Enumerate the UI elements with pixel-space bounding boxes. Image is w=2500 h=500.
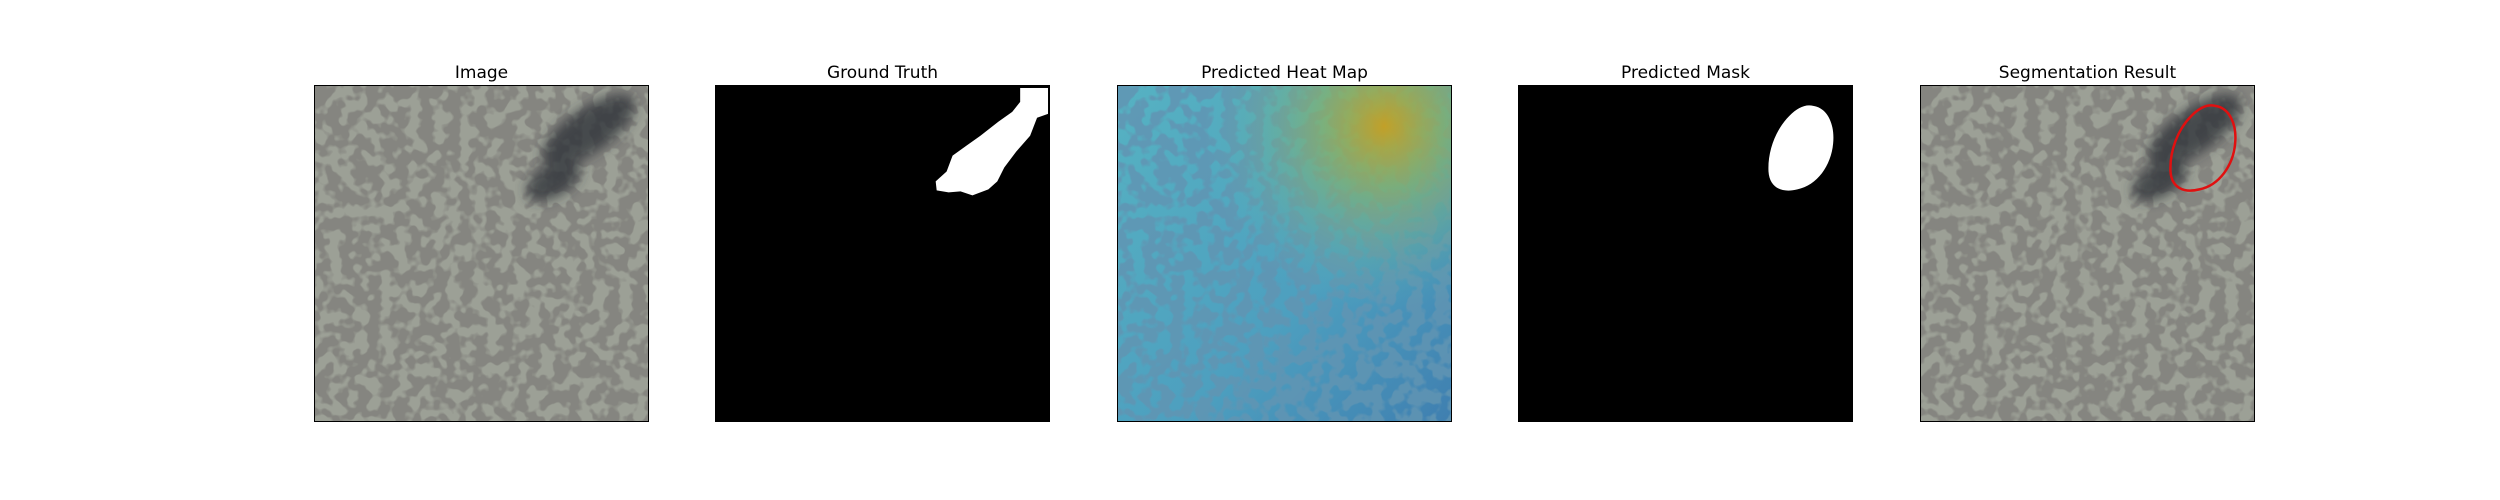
panel-title: Predicted Mask bbox=[1621, 63, 1750, 83]
segmentation-result-image bbox=[1920, 85, 2255, 422]
panel-title: Segmentation Result bbox=[1998, 63, 2177, 83]
ground-truth-mask bbox=[715, 85, 1050, 422]
heat-map-panel: Predicted Heat Map bbox=[1117, 62, 1452, 422]
predicted-mask bbox=[1518, 85, 1853, 422]
panel-title: Image bbox=[454, 63, 509, 83]
panel-title: Predicted Heat Map bbox=[1201, 63, 1368, 83]
segmentation-contour bbox=[2169, 104, 2237, 192]
image-panel: Image bbox=[314, 62, 649, 422]
panel-title: Ground Truth bbox=[826, 63, 939, 83]
ground-truth-panel: Ground Truth bbox=[715, 62, 1050, 422]
input-image bbox=[314, 85, 649, 422]
predicted-mask-panel: Predicted Mask bbox=[1518, 62, 1853, 422]
predicted-heat-map bbox=[1117, 85, 1452, 422]
segmentation-result-panel: Segmentation Result bbox=[1920, 62, 2255, 422]
